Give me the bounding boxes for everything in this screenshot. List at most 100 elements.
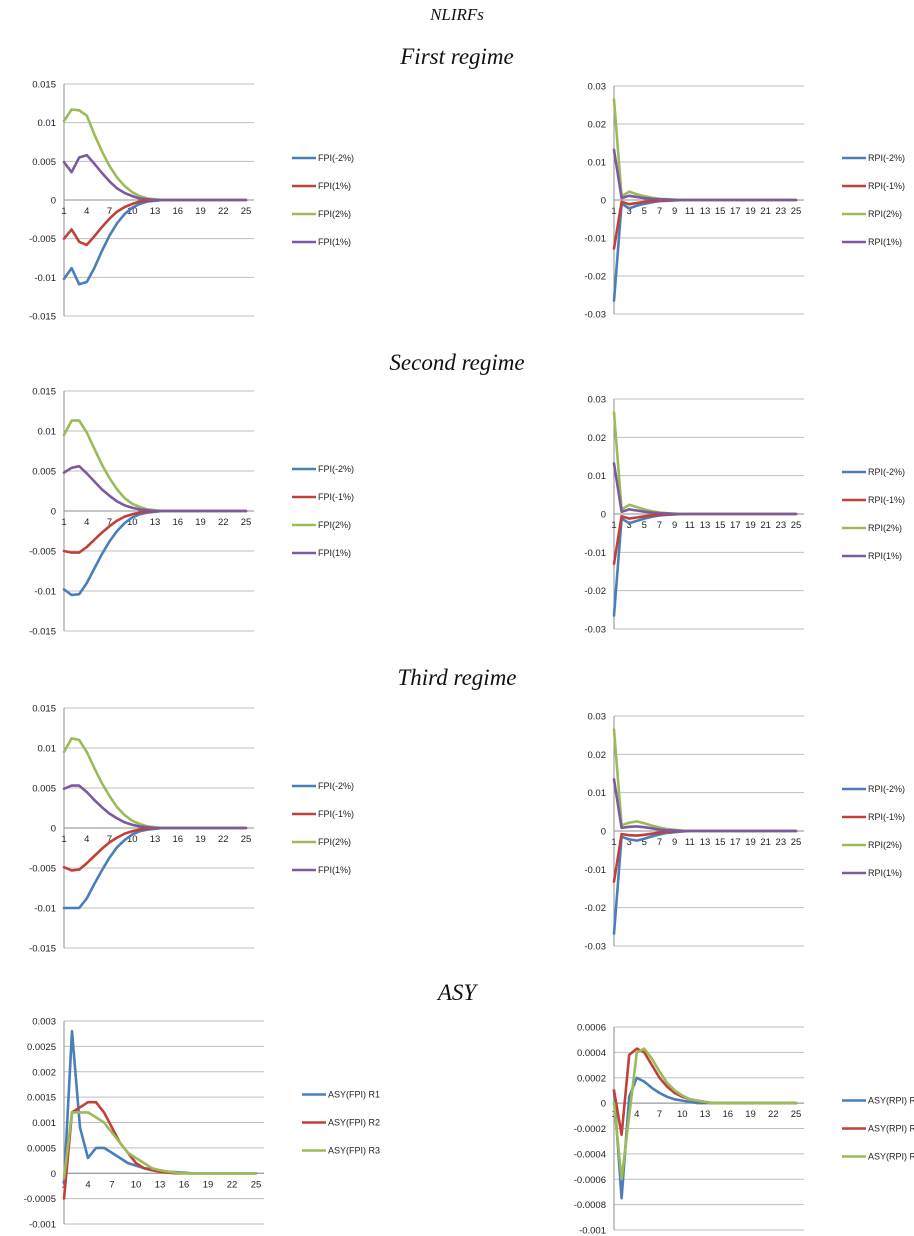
x-tick-label: 3 [627, 520, 632, 531]
legend-label: ASY(RPI) R1 [868, 1096, 914, 1106]
x-tick-label: 4 [634, 1109, 639, 1120]
x-tick-label: 22 [218, 834, 229, 845]
y-tick-label: -0.02 [584, 272, 606, 283]
x-tick-label: 16 [172, 517, 183, 528]
legend-label: FPI(2%) [318, 209, 351, 219]
legend-label: FPI(1%) [318, 548, 351, 558]
x-tick-label: 10 [127, 206, 138, 217]
x-tick-label: 13 [155, 1179, 166, 1190]
x-tick-label: 19 [195, 206, 206, 217]
heading-second-regime: Second regime [389, 350, 525, 375]
legend-label: ASY(FPI) R1 [328, 1090, 380, 1100]
y-tick-label: 0.015 [32, 80, 56, 91]
series-line [612, 1076, 798, 1200]
x-tick-label: 25 [251, 1179, 262, 1190]
x-tick-label: 19 [745, 520, 756, 531]
chart-svg: 0.030.020.010-0.01-0.02-0.031 3 5 7 9 11 13 15 1… [584, 82, 905, 321]
x-tick-label: 10 [127, 517, 138, 528]
y-tick-label: 0.0025 [27, 1042, 56, 1053]
chart-rpi-regime1: 0.03 0.02 0.01 0 -0.01 -0.02 -0.03 1 3 5 7 9 11 13 15 1… [550, 82, 914, 321]
chart-rpi-regime3: 0.03 0.02 0.01 0 -0.01 -0.02 -0.03 1 3 5 7 9 11 13 15 1… [550, 712, 914, 953]
series-line [62, 464, 248, 513]
x-tick-label: 13 [150, 834, 161, 845]
y-tick-label: -0.0004 [574, 1149, 606, 1160]
legend-label: FPI(-2%) [318, 464, 354, 474]
series-line [62, 1029, 258, 1185]
x-tick-label: 22 [218, 206, 229, 217]
heading-asy: ASY [437, 980, 477, 1005]
series-line [612, 462, 798, 516]
y-tick-label: 0.0002 [577, 1073, 606, 1084]
legend-label: ASY(RPI) R2 [868, 1124, 914, 1134]
y-tick-label: 0.0006 [577, 1023, 606, 1034]
x-tick-label: 25 [241, 517, 252, 528]
main-heading: NLIRFs [430, 5, 484, 24]
y-tick-label: -0.03 [584, 310, 606, 321]
y-tick-label: -0.01 [584, 234, 606, 245]
x-tick-label: 11 [685, 520, 695, 531]
x-tick-label: 7 [109, 1179, 114, 1190]
y-tick-label: -0.01 [584, 548, 606, 559]
legend-label: ASY(FPI) R2 [328, 1118, 380, 1128]
series-line [62, 1111, 258, 1180]
y-tick-label: 0.015 [32, 387, 56, 398]
y-tick-label: 0.01 [588, 158, 607, 169]
x-tick-label: 13 [150, 517, 161, 528]
series-line [612, 148, 798, 202]
x-tick-label: 22 [768, 1109, 779, 1120]
x-tick-label: 1 [611, 520, 616, 531]
y-tick-label: 0 [51, 507, 56, 518]
series-line [62, 419, 248, 513]
y-tick-label: -0.01 [34, 273, 56, 284]
series-line [612, 411, 798, 516]
y-tick-label: -0.005 [29, 547, 56, 558]
x-tick-label: 15 [715, 520, 726, 531]
chart-asy-fpi: 0.003 0.0025 0.002 0.0015 0.001 0.0005 0 -0.000… [0, 1017, 427, 1231]
legend-label: RPI(1%) [868, 868, 902, 878]
y-tick-label: -0.03 [584, 625, 606, 636]
y-tick-label: -0.0002 [574, 1124, 606, 1135]
x-tick-label: 21 [760, 837, 771, 848]
heading-third-regime: Third regime [397, 665, 517, 690]
legend-label: RPI(-2%) [868, 784, 905, 794]
chart-fpi-regime1: 0.015 0.01 0.005 0 -0.005 -0.01 -0.015 1 4 7 10 13 1… [0, 80, 412, 323]
chart-svg: 0.015 0.01 0.005 0 -0.005 -0.01 -0.015 1 4 7 10 13 1… [29, 704, 354, 955]
y-tick-label: 0.0005 [27, 1143, 56, 1154]
series-line [612, 97, 798, 202]
series-line [612, 1047, 798, 1181]
y-tick-label: -0.001 [29, 1220, 56, 1231]
series-line [62, 153, 248, 202]
x-tick-label: 25 [241, 206, 252, 217]
y-tick-label: 0.02 [588, 750, 607, 761]
legend-label: RPI(2%) [868, 209, 902, 219]
x-tick-label: 23 [776, 520, 787, 531]
x-tick-label: 13 [700, 206, 711, 217]
x-tick-label: 7 [657, 206, 662, 217]
y-tick-label: 0.005 [32, 784, 56, 795]
x-tick-label: 9 [672, 206, 677, 217]
legend-label: FPI(-2%) [318, 153, 354, 163]
y-tick-label: -0.001 [579, 1226, 606, 1236]
x-tick-label: 22 [227, 1179, 238, 1190]
x-tick-label: 17 [730, 520, 741, 531]
heading-first-regime: First regime [400, 44, 514, 69]
y-tick-label: 0.01 [38, 427, 57, 438]
x-tick-label: 10 [131, 1179, 142, 1190]
x-tick-label: 19 [745, 837, 756, 848]
x-tick-label: 10 [677, 1109, 688, 1120]
x-tick-label: 19 [745, 1109, 756, 1120]
x-tick-label: 19 [203, 1179, 214, 1190]
x-tick-label: 5 [642, 206, 647, 217]
x-tick-label: 1 [611, 837, 616, 848]
chart-fpi-regime3: 0.015 0.01 0.005 0 -0.005 -0.01 -0.015 1 4 7 10 13 1… [0, 704, 412, 955]
series-line [612, 728, 798, 833]
x-tick-label: 7 [657, 1109, 662, 1120]
y-tick-label: -0.005 [29, 864, 56, 875]
legend-label: RPI(-1%) [868, 812, 905, 822]
x-tick-label: 13 [700, 837, 711, 848]
x-tick-label: 22 [218, 517, 229, 528]
y-tick-label: 0.005 [32, 157, 56, 168]
y-tick-label: 0.003 [32, 1017, 56, 1028]
x-tick-label: 1 [61, 206, 66, 217]
y-tick-label: -0.0005 [24, 1194, 56, 1205]
